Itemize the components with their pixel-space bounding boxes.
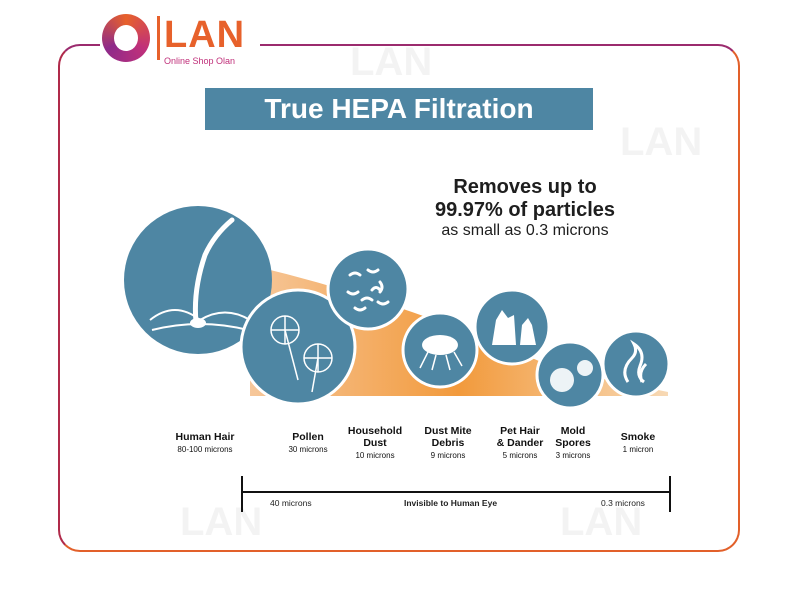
- particle-label-pollen: Pollen 30 microns: [288, 431, 328, 454]
- headline-line-3: as small as 0.3 microns: [441, 222, 609, 239]
- hair-follicle-icon: [124, 206, 272, 354]
- micron-scale: [241, 476, 671, 512]
- particle-label-dust-mite: Dust Mite Debris 9 microns: [424, 425, 472, 460]
- particle-label-human-hair: Human Hair 80-100 microns: [175, 431, 235, 454]
- brand-tagline: Online Shop Olan: [164, 56, 236, 66]
- dust-icon: [326, 247, 410, 331]
- flame-smoke-icon: [601, 329, 671, 399]
- scale-middle-label: Invisible to Human Eye: [404, 498, 498, 508]
- scale-left-label: 40 microns: [270, 498, 312, 508]
- scale-right-label: 0.3 microns: [601, 498, 645, 508]
- pet-icon: [473, 288, 551, 366]
- brand-logo[interactable]: LAN Online Shop Olan: [100, 10, 260, 70]
- watermark: LAN: [180, 500, 263, 544]
- logo-ring-icon: [102, 14, 150, 62]
- headline-line-2: 99.97% of particles: [434, 199, 616, 221]
- particle-label-pet-hair: Pet Hair & Dander 5 microns: [496, 425, 544, 460]
- spores-icon: [535, 340, 605, 410]
- page-title: True HEPA Filtration: [264, 93, 534, 124]
- watermark: LAN: [350, 40, 433, 84]
- particle-label-mold: Mold Spores 3 microns: [555, 425, 591, 460]
- particle-label-household-dust: Household Dust 10 microns: [347, 425, 403, 460]
- content-frame: [58, 44, 740, 552]
- watermark: LAN: [560, 500, 643, 544]
- dandelion-icon: [239, 288, 357, 406]
- headline: Removes up to 99.97% of particles as sma…: [400, 176, 650, 240]
- headline-line-1: Removes up to: [453, 176, 597, 198]
- title-banner: True HEPA Filtration: [205, 88, 593, 130]
- brand-name: LAN: [164, 14, 246, 56]
- watermark: LAN: [620, 120, 703, 164]
- particle-label-smoke: Smoke 1 micron: [620, 431, 656, 454]
- dust-mite-icon: [401, 311, 479, 389]
